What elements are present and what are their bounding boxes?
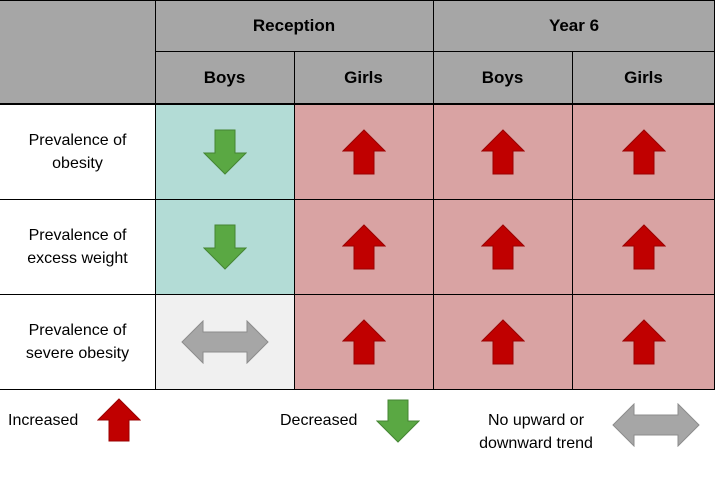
row-label-line: obesity [52,154,103,172]
double-headed-arrow-icon [180,319,269,364]
trend-cell [294,104,433,199]
row-label-obesity: Prevalence of obesity [0,104,155,199]
grid-line [0,389,715,390]
trend-cell [572,294,715,389]
row-label-excess-weight: Prevalence of excess weight [0,199,155,294]
grid-line [155,51,715,52]
grid-line [0,294,715,295]
grid-line [0,199,715,200]
legend-decreased-label: Decreased [280,412,358,429]
legend-increased-label: Increased [8,412,79,429]
grid-line [433,0,434,390]
up-arrow-icon [621,318,666,364]
header-year6: Year 6 [433,0,715,52]
trend-cell [572,199,715,294]
trend-cell [294,294,433,389]
row-label-line: Prevalence of [28,321,127,339]
legend-no-trend-line: downward trend [479,435,593,452]
up-arrow-icon [341,318,386,364]
up-arrow-icon [621,128,666,174]
double-headed-arrow-icon [612,403,700,447]
down-arrow-icon [202,224,247,270]
trend-cell [155,199,294,294]
up-arrow-icon [97,398,141,442]
legend-no-trend-line: No upward or [487,412,585,429]
up-arrow-icon [341,128,386,174]
row-label-line: Prevalence of [28,226,127,244]
up-arrow-icon [341,223,386,269]
grid-line [294,52,295,390]
row-label-line: excess weight [27,249,128,267]
row-label-line: Prevalence of [28,131,127,149]
row-label-line: severe obesity [25,344,130,362]
trend-cell [155,104,294,199]
trend-cell [433,294,572,389]
trend-cell [294,199,433,294]
trend-cell [155,294,294,389]
grid-line [572,52,573,390]
header-reception-girls: Girls [294,52,433,104]
row-label-severe-obesity: Prevalence of severe obesity [0,294,155,389]
trend-cell [572,104,715,199]
up-arrow-icon [621,223,666,269]
grid-line [0,0,715,1]
header-year6-girls: Girls [572,52,715,104]
header-reception-boys: Boys [155,52,294,104]
header-reception: Reception [155,0,433,52]
header-corner [0,0,155,104]
grid-line [155,0,156,390]
up-arrow-icon [480,128,525,174]
up-arrow-icon [480,318,525,364]
header-year6-boys: Boys [433,52,572,104]
legend-no-trend-label: No upward or downward trend [462,409,610,455]
trend-cell [433,199,572,294]
trend-cell [433,104,572,199]
down-arrow-icon [202,129,247,175]
up-arrow-icon [480,223,525,269]
down-arrow-icon [376,399,420,443]
grid-line [0,103,715,105]
